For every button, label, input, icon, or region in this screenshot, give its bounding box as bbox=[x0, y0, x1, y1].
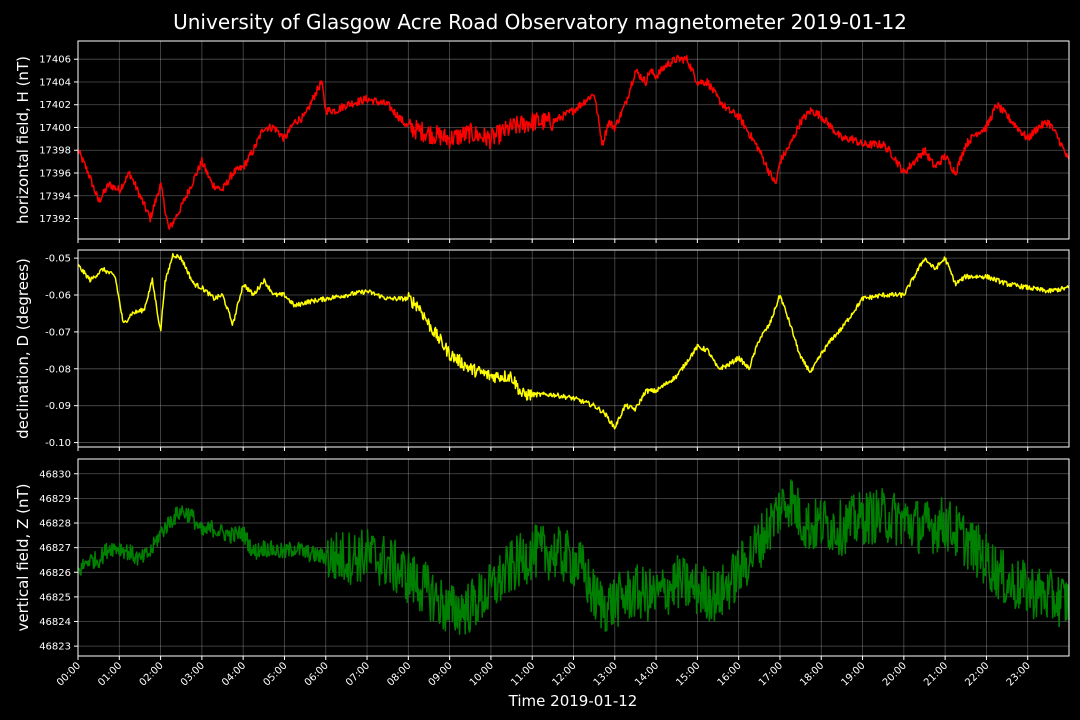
plot-frame bbox=[77, 458, 1070, 657]
plot-frame bbox=[77, 249, 1070, 448]
panel-1: 17392 17394 17396 17398 17400 17402 17404 17406… bbox=[14, 40, 1070, 243]
y-tick-label: 46830 bbox=[39, 469, 71, 480]
y-tick-label: 46826 bbox=[39, 568, 71, 579]
y-tick-label: 17402 bbox=[39, 100, 71, 111]
y-axis-label: vertical field, Z (nT) bbox=[14, 483, 32, 631]
panel-2: -0.05 -0.06 -0.07 -0.08 -0.09 -0.10 declinatio… bbox=[14, 249, 1070, 451]
y-tick-label: -0.08 bbox=[45, 364, 71, 375]
y-tick-label: 17398 bbox=[39, 146, 71, 157]
y-tick-label: -0.10 bbox=[45, 438, 71, 449]
y-tick-label: 46828 bbox=[39, 519, 71, 530]
plot-frame bbox=[77, 40, 1070, 240]
y-tick-label: 17406 bbox=[39, 55, 71, 66]
y-tick-label: 46827 bbox=[39, 543, 71, 554]
y-tick-label: -0.07 bbox=[45, 327, 71, 338]
series-line bbox=[77, 54, 1070, 230]
series-line bbox=[77, 479, 1070, 636]
y-axis-label: horizontal field, H (nT) bbox=[14, 56, 32, 224]
y-tick-label: 46829 bbox=[39, 494, 71, 505]
x-axis-label: Time 2019-01-12 bbox=[508, 692, 638, 710]
y-tick-label: 17404 bbox=[39, 77, 71, 88]
series-line bbox=[77, 252, 1070, 430]
chart-title: University of Glasgow Acre Road Observat… bbox=[173, 10, 907, 34]
panel-3: 46823 46824 46825 46826 46827 46828 46829 46830… bbox=[14, 458, 1070, 660]
y-tick-label: -0.06 bbox=[45, 291, 71, 302]
y-tick-label: 17400 bbox=[39, 123, 71, 134]
y-axis-label: declination, D (degrees) bbox=[14, 258, 32, 439]
y-tick-label: 17396 bbox=[39, 169, 71, 180]
y-tick-label: -0.05 bbox=[45, 254, 71, 265]
y-tick-label: 46824 bbox=[39, 617, 71, 628]
y-tick-label: 17392 bbox=[39, 214, 71, 225]
y-tick-label: 46823 bbox=[39, 642, 71, 653]
y-tick-label: 46825 bbox=[39, 592, 71, 603]
y-tick-label: 17394 bbox=[39, 191, 71, 202]
y-tick-label: -0.09 bbox=[45, 401, 71, 412]
